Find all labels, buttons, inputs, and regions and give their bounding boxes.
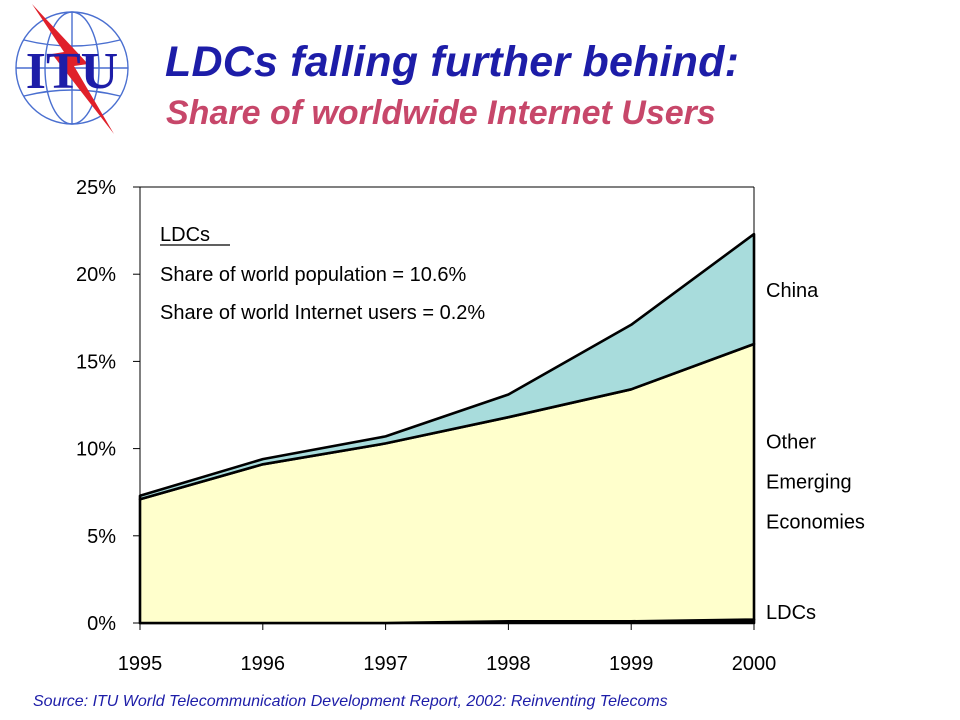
x-tick-label: 1997 xyxy=(363,653,408,675)
logo-text: ITU xyxy=(26,43,118,100)
annotation-heading: LDCs xyxy=(160,224,210,246)
series-label: LDCs xyxy=(766,602,816,624)
x-tick-label: 1999 xyxy=(609,653,654,675)
y-tick-label: 5% xyxy=(87,526,116,548)
x-tick-label: 1996 xyxy=(241,653,286,675)
x-tick-label: 2000 xyxy=(732,653,777,675)
area-series-other-emerging-economies xyxy=(138,342,756,625)
series-label: Emerging xyxy=(766,472,852,494)
y-tick-label: 20% xyxy=(76,264,116,286)
annotation-line-2: Share of world Internet users = 0.2% xyxy=(160,302,485,324)
x-tick-label: 1998 xyxy=(486,653,531,675)
lightning-icon xyxy=(32,4,114,134)
annotation-line-1: Share of world population = 10.6% xyxy=(160,264,467,286)
itu-logo: ITU xyxy=(15,4,129,134)
x-tick-labels: 1995 1996 1997 1998 1999 2000 xyxy=(118,653,777,675)
chart-areas xyxy=(138,232,756,625)
y-tick-labels: 0% 5% 10% 15% 20% 25% xyxy=(76,177,116,635)
slide-subtitle: Share of worldwide Internet Users xyxy=(166,94,716,132)
annotation: LDCs Share of world population = 10.6% S… xyxy=(160,224,485,324)
series-label: Other xyxy=(766,432,816,454)
y-tick-label: 15% xyxy=(76,351,116,373)
series-label: Economies xyxy=(766,512,865,534)
chart-axes xyxy=(133,186,755,630)
series-label: China xyxy=(766,280,819,302)
y-tick-label: 10% xyxy=(76,439,116,461)
slide-title: LDCs falling further behind: xyxy=(165,38,740,86)
x-tick-label: 1995 xyxy=(118,653,163,675)
series-labels: LDCs Other Emerging Economies China xyxy=(766,280,865,624)
y-tick-label: 25% xyxy=(76,177,116,199)
y-tick-label: 0% xyxy=(87,613,116,635)
source-note: Source: ITU World Telecommunication Deve… xyxy=(33,693,668,710)
area-chart: 0% 5% 10% 15% 20% 25% 1995 1996 1997 1998 1999 200… xyxy=(76,177,865,675)
